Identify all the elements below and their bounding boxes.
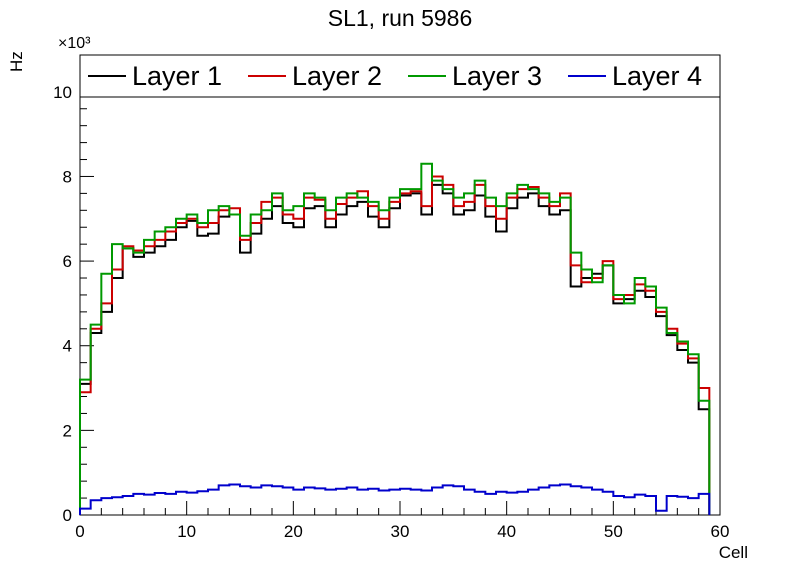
legend-box [79, 54, 721, 98]
y-tick-label: 10 [53, 83, 72, 102]
y-tick-label: 6 [63, 252, 72, 271]
x-axis-title: Cell [719, 543, 748, 562]
series-layer-3 [79, 162, 711, 515]
x-tick-label: 10 [177, 522, 196, 541]
legend-entry-label: Layer 2 [292, 61, 382, 91]
legend-entry-label: Layer 1 [132, 61, 222, 91]
y-tick-label: 8 [63, 167, 72, 186]
x-tick-label: 20 [284, 522, 303, 541]
x-tick-label: 0 [75, 522, 84, 541]
legend-entry-label: Layer 4 [612, 61, 702, 91]
y-tick-label: 4 [63, 337, 72, 356]
plot-frame [79, 54, 721, 516]
axis-tick-labels: 0 10 20 30 40 50 60 0 2 4 6 8 10 [53, 83, 729, 541]
x-tick-label: 40 [497, 522, 516, 541]
series-layer-1 [79, 183, 711, 515]
chart-title: SL1, run 5986 [328, 5, 473, 31]
y-tick-label: 2 [63, 421, 72, 440]
series-layer-4 [79, 483, 711, 515]
series-layer-2 [79, 175, 711, 515]
x-tick-label: 50 [604, 522, 623, 541]
x-tick-label: 30 [391, 522, 410, 541]
y-axis-title: Hz [7, 51, 26, 72]
y-axis-multiplier-label: ×10³ [58, 35, 91, 52]
legend: Layer 1 Layer 2 Layer 3 Layer 4 [79, 54, 721, 98]
y-tick-label: 0 [63, 506, 72, 525]
axis-ticks [79, 57, 721, 516]
legend-entry-label: Layer 3 [452, 61, 542, 91]
x-tick-label: 60 [711, 522, 730, 541]
series-lines [79, 162, 711, 515]
